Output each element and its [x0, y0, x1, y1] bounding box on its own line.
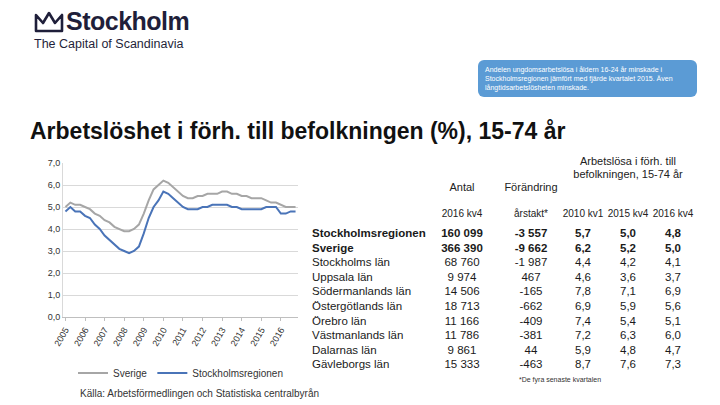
html-text:5,9: 5,9 — [575, 343, 591, 356]
html-text:4,6: 4,6 — [575, 270, 591, 283]
html-text:Västmanlands län: Västmanlands län — [312, 329, 404, 342]
html-text:9 861: 9 861 — [447, 343, 477, 356]
html-text:366 390: 366 390 — [441, 241, 483, 254]
html-text:-662: -662 — [519, 300, 543, 312]
html-text:Uppsala län: Uppsala län — [312, 270, 373, 283]
html-text:Andelen ungdomsarbetslösa i ål: Andelen ungdomsarbetslösa i åldern 16-24… — [485, 66, 673, 91]
svg-text:2015: 2015 — [248, 326, 267, 348]
html-text:-381: -381 — [519, 329, 543, 342]
html-text:5,6: 5,6 — [665, 300, 681, 312]
html-text:15 333: 15 333 — [444, 358, 480, 371]
svg-text:2009: 2009 — [131, 326, 150, 348]
html-text:6,0: 6,0 — [665, 329, 681, 342]
html-text:7,2: 7,2 — [575, 329, 591, 342]
html-text:Antal: Antal — [449, 181, 475, 193]
html-text:*De fyra senaste kvartalen: *De fyra senaste kvartalen — [519, 376, 602, 383]
svg-text:2006: 2006 — [72, 326, 91, 348]
svg-text:7,0: 7,0 — [48, 158, 61, 168]
svg-text:6,0: 6,0 — [48, 180, 61, 190]
svg-text:2011: 2011 — [170, 326, 188, 348]
html-text:5,0: 5,0 — [665, 241, 681, 254]
html-text:Sverige: Sverige — [312, 241, 354, 254]
html-text:3,7: 3,7 — [665, 270, 681, 283]
html-text:2016 kv4: 2016 kv4 — [441, 208, 483, 219]
html-text:Östergötlands län: Östergötlands län — [312, 300, 403, 312]
svg-text:4,0: 4,0 — [48, 224, 61, 234]
html-text:-1 987: -1 987 — [514, 256, 548, 269]
html-text:5,4: 5,4 — [620, 314, 636, 327]
html-text:Dalarnas län: Dalarnas län — [312, 343, 377, 356]
html-text:7,3: 7,3 — [665, 358, 681, 371]
html-text:7,1: 7,1 — [620, 285, 636, 298]
svg-text:3,0: 3,0 — [48, 246, 61, 256]
svg-text:2014: 2014 — [229, 326, 248, 348]
html-text:Södermanlands län: Södermanlands län — [312, 285, 412, 298]
html-text:6,9: 6,9 — [665, 285, 681, 298]
html-text:The Capital of Scandinavia: The Capital of Scandinavia — [34, 37, 184, 51]
html-text:2010 kv1 2015 kv4 2016 kv4: 2010 kv1 2015 kv4 2016 kv4 — [562, 208, 694, 219]
svg-text:0,0: 0,0 — [48, 312, 61, 322]
html-text:18 713: 18 713 — [444, 300, 480, 312]
html-text:5,9: 5,9 — [620, 300, 636, 312]
html-text:160 099: 160 099 — [441, 227, 483, 239]
html-text:4,1: 4,1 — [665, 256, 681, 269]
html-text:-9 662: -9 662 — [514, 241, 548, 254]
html-text:Förändring: Förändring — [504, 181, 558, 193]
svg-text:1,0: 1,0 — [48, 290, 61, 300]
html-text:4,8: 4,8 — [665, 227, 681, 239]
html-text:5,2: 5,2 — [620, 241, 636, 254]
html-text:3,6: 3,6 — [620, 270, 636, 283]
svg-text:Stockholmsregionen: Stockholmsregionen — [192, 368, 283, 379]
html-text:68 760: 68 760 — [444, 256, 480, 269]
html-text:-463: -463 — [519, 358, 543, 371]
html-text:467: 467 — [521, 270, 541, 283]
html-text:5,1: 5,1 — [665, 314, 681, 327]
html-text:Örebro län: Örebro län — [312, 314, 367, 327]
html-text:5,7: 5,7 — [575, 227, 591, 239]
html-text:4,7: 4,7 — [665, 343, 681, 356]
html-text:8,7: 8,7 — [575, 358, 591, 371]
html-text:4,2: 4,2 — [620, 256, 636, 269]
html-text:6,3: 6,3 — [620, 329, 636, 342]
html-text:Stockholm: Stockholm — [66, 7, 190, 35]
html-text:7,6: 7,6 — [620, 358, 636, 371]
html-text:Stockholms län: Stockholms län — [312, 256, 390, 269]
html-text:Arbetslösa i förh. till befolk: Arbetslösa i förh. till befolkningen, 15… — [573, 155, 683, 180]
html-text:11 166: 11 166 — [444, 314, 480, 327]
html-text:Arbetslöshet i förh. till befo: Arbetslöshet i förh. till befolkningen (… — [30, 118, 566, 144]
html-text:6,2: 6,2 — [575, 241, 591, 254]
html-text:Gävleborgs län: Gävleborgs län — [312, 358, 390, 371]
html-text:4,4: 4,4 — [575, 256, 591, 269]
svg-text:2,0: 2,0 — [48, 268, 61, 278]
html-text:-409: -409 — [519, 314, 543, 327]
html-text:14 506: 14 506 — [444, 285, 480, 298]
html-text:-165: -165 — [519, 285, 543, 298]
svg-text:2012: 2012 — [189, 326, 208, 348]
html-text:44: 44 — [524, 343, 538, 356]
html-text:6,9: 6,9 — [575, 300, 591, 312]
svg-text:2008: 2008 — [111, 326, 130, 348]
html-text:7,4: 7,4 — [575, 314, 591, 327]
html-text:5,0: 5,0 — [620, 227, 636, 239]
svg-text:2007: 2007 — [92, 326, 111, 348]
html-text:7,8: 7,8 — [575, 285, 591, 298]
html-text:-3 557: -3 557 — [514, 227, 548, 239]
html-text:11 786: 11 786 — [444, 329, 480, 342]
svg-text:2005: 2005 — [52, 326, 71, 348]
svg-text:2016: 2016 — [268, 326, 287, 348]
svg-text:2013: 2013 — [209, 326, 228, 348]
html-text:Stockholmsregionen: Stockholmsregionen — [312, 227, 426, 239]
html-text:årstakt*: årstakt* — [514, 208, 548, 219]
svg-text:2010: 2010 — [150, 326, 169, 348]
html-text:9 974: 9 974 — [447, 270, 477, 283]
html-text:Källa: Arbetsförmedlingen och: Källa: Arbetsförmedlingen och Statistisk… — [80, 388, 319, 399]
svg-text:5,0: 5,0 — [48, 202, 61, 212]
html-text:4,8: 4,8 — [620, 343, 636, 356]
svg-text:Sverige: Sverige — [113, 368, 147, 379]
